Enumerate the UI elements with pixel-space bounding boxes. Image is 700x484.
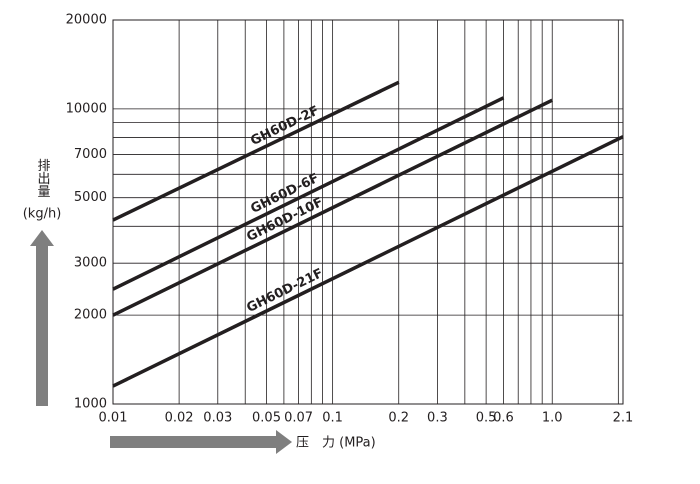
x-tick-label: 1.0 bbox=[542, 411, 563, 426]
x-tick-label: 0.1 bbox=[322, 411, 343, 426]
y-axis-unit: (kg/h) bbox=[23, 207, 62, 222]
y-arrow-head bbox=[30, 230, 54, 246]
x-tick-label: 0.3 bbox=[427, 411, 448, 426]
y-tick-label: 10000 bbox=[66, 101, 107, 116]
y-tick-label: 20000 bbox=[66, 13, 107, 28]
series-line bbox=[112, 135, 624, 388]
series-label: GH60D-21F bbox=[244, 266, 325, 316]
y-arrow-shaft bbox=[36, 244, 48, 406]
x-arrow-shaft bbox=[110, 436, 278, 448]
x-tick-label: 0.02 bbox=[165, 411, 194, 426]
series-line bbox=[112, 96, 505, 291]
plot-frame bbox=[112, 19, 624, 405]
x-tick-label: 0.01 bbox=[99, 411, 128, 426]
x-tick-label: 0.07 bbox=[284, 411, 313, 426]
y-tick-label: 3000 bbox=[74, 256, 107, 271]
y-tick-label: 7000 bbox=[74, 147, 107, 162]
x-arrow-head bbox=[276, 430, 292, 454]
series-line bbox=[112, 98, 554, 317]
y-tick-label: 5000 bbox=[74, 190, 107, 205]
y-axis-label: 排出量 bbox=[35, 159, 51, 198]
x-axis-label: 压 力 (MPa) bbox=[296, 436, 376, 451]
x-tick-label: 2.1 bbox=[613, 411, 634, 426]
x-tick-label: 0.05 bbox=[252, 411, 281, 426]
y-tick-label: 2000 bbox=[74, 308, 107, 323]
x-tick-label: 0.5 bbox=[476, 411, 497, 426]
x-tick-label: 0.6 bbox=[493, 411, 514, 426]
x-tick-label: 0.03 bbox=[203, 411, 232, 426]
y-tick-label: 1000 bbox=[74, 397, 107, 412]
x-tick-label: 0.2 bbox=[388, 411, 409, 426]
series-line bbox=[112, 80, 400, 222]
